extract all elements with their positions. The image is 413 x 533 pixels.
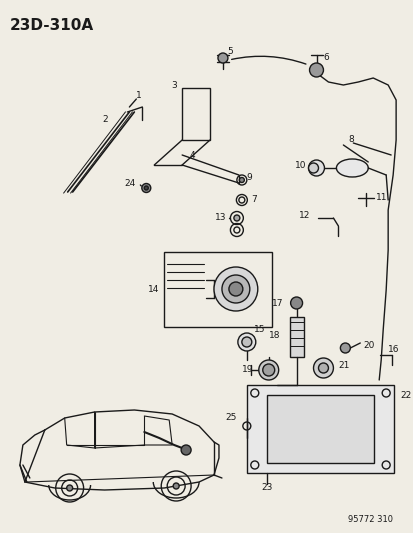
Text: 12: 12 xyxy=(299,212,310,221)
Circle shape xyxy=(142,183,150,192)
Circle shape xyxy=(318,363,328,373)
Text: 6: 6 xyxy=(323,53,328,62)
Circle shape xyxy=(313,358,332,378)
Circle shape xyxy=(214,267,257,311)
Circle shape xyxy=(239,177,244,182)
Text: 23D-310A: 23D-310A xyxy=(10,18,94,33)
Circle shape xyxy=(217,53,228,63)
Bar xyxy=(182,88,209,140)
Circle shape xyxy=(233,215,239,221)
Circle shape xyxy=(339,343,349,353)
Circle shape xyxy=(221,275,249,303)
Text: 5: 5 xyxy=(226,47,232,56)
Text: 22: 22 xyxy=(399,391,411,400)
Text: 1: 1 xyxy=(136,91,142,100)
Ellipse shape xyxy=(336,159,368,177)
Text: 2: 2 xyxy=(102,116,107,125)
Text: 14: 14 xyxy=(147,286,159,295)
Text: 9: 9 xyxy=(246,174,252,182)
Text: 4: 4 xyxy=(189,150,195,159)
Bar xyxy=(266,395,373,463)
Text: 18: 18 xyxy=(268,330,280,340)
Circle shape xyxy=(241,337,251,347)
Circle shape xyxy=(309,63,323,77)
Text: 3: 3 xyxy=(171,80,177,90)
Circle shape xyxy=(173,483,179,489)
Text: 10: 10 xyxy=(294,160,306,169)
Text: 13: 13 xyxy=(215,214,226,222)
Text: 16: 16 xyxy=(387,345,399,354)
Text: 25: 25 xyxy=(225,414,236,423)
Circle shape xyxy=(66,485,72,491)
Circle shape xyxy=(308,163,318,173)
Circle shape xyxy=(262,364,274,376)
Circle shape xyxy=(290,297,302,309)
Circle shape xyxy=(258,360,278,380)
Text: 19: 19 xyxy=(242,366,253,375)
Circle shape xyxy=(237,333,255,351)
Text: 23: 23 xyxy=(261,483,272,492)
Text: 7: 7 xyxy=(250,196,256,205)
Bar xyxy=(246,385,393,473)
Text: 21: 21 xyxy=(337,360,349,369)
Circle shape xyxy=(228,282,242,296)
Bar xyxy=(289,317,303,357)
Text: 20: 20 xyxy=(362,341,374,350)
Circle shape xyxy=(144,186,148,190)
Text: 8: 8 xyxy=(347,135,353,144)
Circle shape xyxy=(308,160,324,176)
Text: 15: 15 xyxy=(253,326,265,335)
Bar xyxy=(164,252,271,327)
Text: 95772 310: 95772 310 xyxy=(347,515,392,524)
Text: 11: 11 xyxy=(375,193,387,203)
Text: 17: 17 xyxy=(271,298,283,308)
Circle shape xyxy=(181,445,191,455)
Text: 24: 24 xyxy=(124,180,135,189)
